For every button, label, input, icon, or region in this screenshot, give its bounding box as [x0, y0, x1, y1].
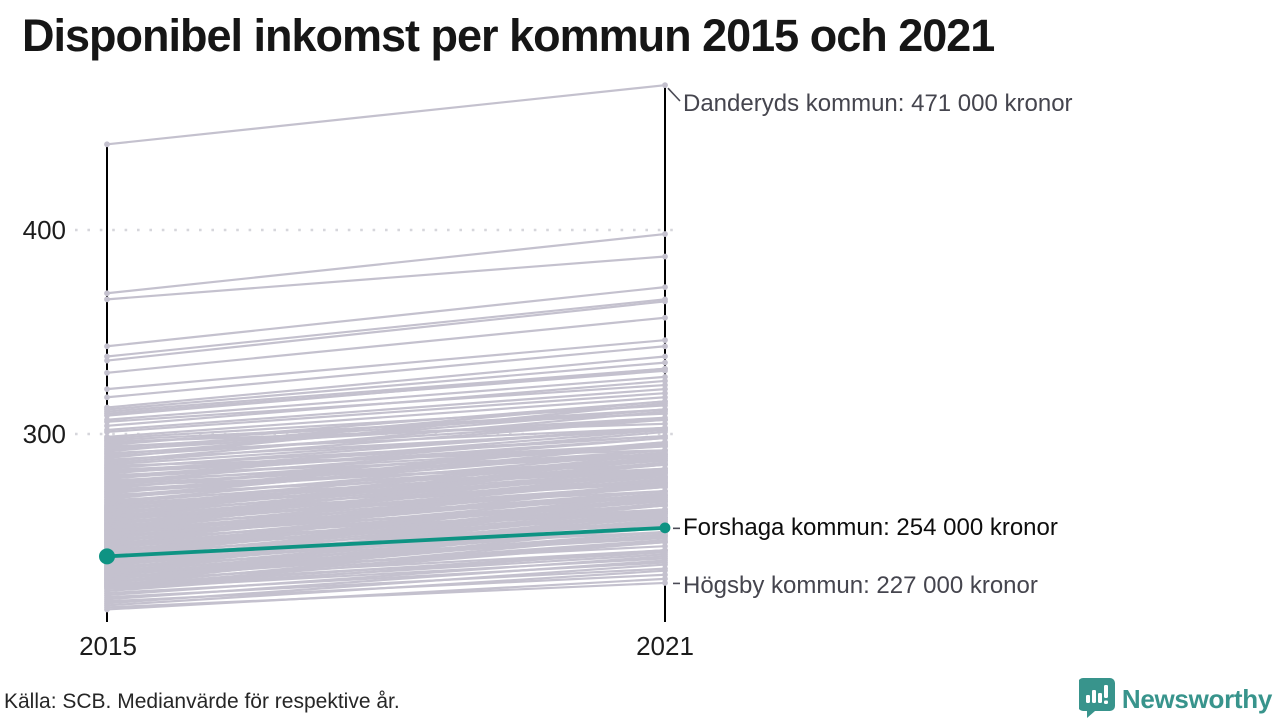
x-axis-tick-2015: 2015 — [79, 631, 137, 661]
y-axis-tick-300: 300 — [22, 419, 66, 449]
chart-title: Disponibel inkomst per kommun 2015 och 2… — [22, 10, 995, 61]
source-note: Källa: SCB. Medianvärde för respektive å… — [4, 690, 400, 713]
annotation-forshaga: Forshaga kommun: 254 000 kronor — [683, 514, 1058, 541]
newsworthy-branding: Newsworthy — [1078, 678, 1272, 718]
newsworthy-logo-icon — [1078, 678, 1115, 718]
y-axis-tick-400: 400 — [22, 215, 66, 245]
annotation-danderyd: Danderyds kommun: 471 000 kronor — [683, 90, 1073, 117]
annotation-hogsby: Högsby kommun: 227 000 kronor — [683, 572, 1038, 599]
newsworthy-wordmark: Newsworthy — [1121, 684, 1272, 714]
x-axis-tick-2021: 2021 — [636, 631, 694, 661]
